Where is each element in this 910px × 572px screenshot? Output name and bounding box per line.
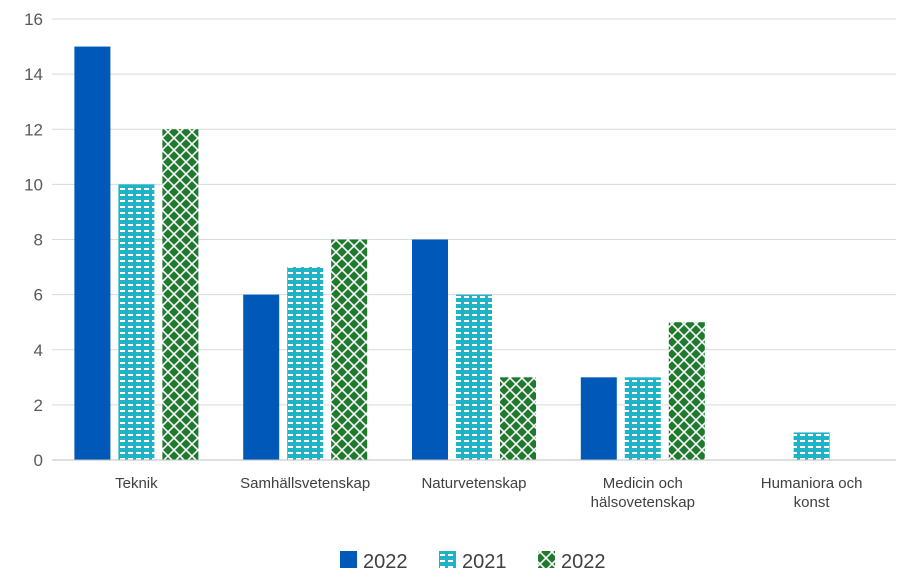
bar [74, 46, 111, 460]
y-tick-label: 14 [24, 65, 43, 84]
bar [456, 294, 492, 460]
x-tick-label: Samhällsvetenskap [240, 475, 370, 492]
legend-swatch [538, 551, 555, 568]
legend-label: 2022 [363, 551, 408, 572]
y-tick-label: 12 [24, 120, 43, 139]
legend-label: 2021 [462, 551, 507, 572]
bar [624, 377, 661, 460]
y-tick-label: 8 [34, 231, 43, 250]
y-tick-label: 0 [34, 451, 43, 470]
y-tick-label: 10 [24, 175, 43, 194]
y-tick-label: 2 [34, 396, 43, 415]
bar [412, 239, 448, 460]
y-axis-ticks: 0 2 4 6 8 10 12 14 16 [24, 10, 43, 470]
y-tick-label: 16 [24, 10, 43, 29]
bar [287, 267, 324, 460]
legend-swatch [439, 551, 456, 568]
x-tick-label: Naturvetenskap [421, 475, 526, 492]
bars [74, 46, 830, 460]
x-tick-label: Medicin och hälsovetenskap [591, 475, 695, 511]
bar [118, 184, 155, 460]
bar [331, 239, 368, 460]
x-tick-label: Humaniora och konst [761, 475, 863, 511]
bar [580, 377, 617, 460]
legend: 2022 2021 2022 [340, 551, 606, 572]
legend-swatch [340, 551, 357, 568]
legend-label: 2022 [561, 551, 606, 572]
x-tick-label: Teknik [115, 475, 158, 492]
bar [243, 294, 280, 460]
bar [500, 377, 536, 460]
bar [668, 322, 705, 460]
bar [162, 129, 199, 460]
bar [793, 432, 830, 460]
y-tick-label: 4 [34, 341, 43, 360]
y-tick-label: 6 [34, 286, 43, 305]
category-labels: Teknik Samhällsvetenskap Naturvetenskap Med… [115, 475, 862, 511]
